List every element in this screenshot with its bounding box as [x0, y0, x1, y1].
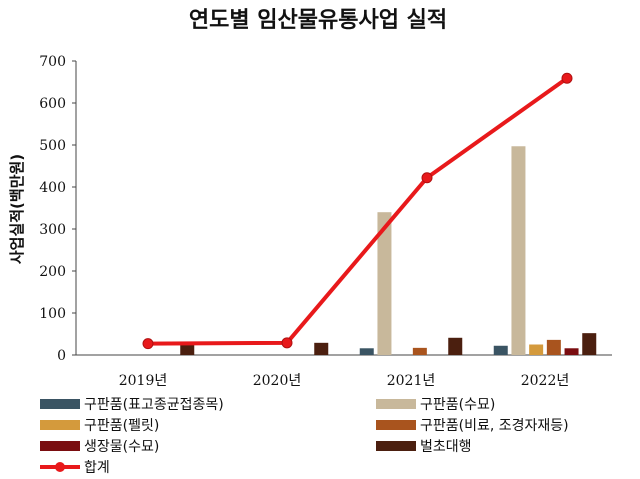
legend-label: 벌초대행: [420, 439, 472, 455]
legend-swatch: [40, 420, 80, 430]
bar: [377, 212, 392, 355]
bar: [564, 348, 579, 355]
y-tick-label: 400: [39, 180, 66, 196]
plot-area: 0 100 200 300 400 500 600 700 2019년 2020년 2021년 202…: [39, 54, 612, 389]
bar: [582, 333, 597, 355]
x-tick-label: 2021년: [387, 373, 436, 389]
bar: [493, 345, 508, 355]
legend-label: 구판품(비료, 조경자재등): [420, 418, 569, 434]
legend-swatch: [376, 441, 416, 451]
y-tick-label: 500: [39, 138, 66, 154]
y-tick-label: 300: [39, 222, 66, 238]
legend-marker: [55, 462, 65, 472]
total-point: [281, 337, 293, 349]
bar: [511, 146, 526, 355]
bar: [359, 348, 374, 355]
total-point: [142, 338, 154, 350]
legend: 구판품(표고종균접종목) 구판품(수묘) 구판품(펠릿) 구판품(비료, 조경자재등)…: [40, 397, 569, 476]
legend-label: 구판품(펠릿): [84, 418, 159, 434]
y-tick-label: 100: [39, 306, 66, 322]
total-point: [561, 72, 573, 84]
bar: [180, 343, 195, 355]
legend-swatch: [376, 420, 416, 430]
total-point: [421, 172, 433, 184]
total-line: [147, 76, 569, 346]
legend-label: 구판품(수묘): [420, 397, 495, 413]
y-tick-label: 0: [57, 348, 66, 364]
bar: [448, 337, 463, 355]
legend-label: 생장물(수묘): [84, 439, 159, 455]
legend-swatch: [376, 399, 416, 409]
x-tick-label: 2020년: [253, 373, 302, 389]
bar: [529, 344, 544, 355]
bar: [412, 347, 427, 355]
y-tick-label: 200: [39, 264, 66, 280]
bar: [314, 342, 329, 355]
y-tick-label: 600: [39, 96, 66, 112]
x-tick-label: 2022년: [521, 373, 570, 389]
bar: [546, 339, 561, 355]
y-axis-label: 사업실적(백만원): [8, 154, 26, 264]
legend-label: 구판품(표고종균접종목): [84, 397, 224, 413]
chart-title: 연도별 임산물유통사업 실적: [189, 8, 447, 33]
legend-swatch: [40, 399, 80, 409]
legend-swatch: [40, 441, 80, 451]
legend-label: 합계: [84, 460, 110, 476]
x-tick-label: 2019년: [119, 373, 168, 389]
y-tick-label: 700: [39, 54, 66, 70]
